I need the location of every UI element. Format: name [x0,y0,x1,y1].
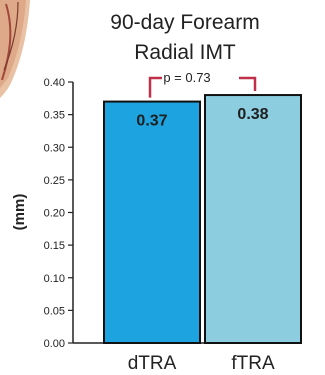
significance-bracket: p = 0.73 [148,70,257,98]
y-tick-label: 0.30 [44,142,65,154]
bracket-right-arm [239,76,257,92]
y-tick-label: 0.10 [44,273,65,285]
x-tick-label: fTRA [231,353,275,374]
bar-fTRA [204,94,302,344]
bar-value-label: 0.38 [237,106,268,123]
y-tick-label: 0.20 [44,208,65,220]
bracket-left-arm [148,76,162,98]
p-value-label: p = 0.73 [163,70,210,85]
y-tick-label: 0.15 [44,240,65,252]
bars [103,94,302,344]
chart-title-line-2: Radial IMT [134,41,236,64]
bar-dTRA [103,100,201,344]
y-tick-label: 0.35 [44,110,65,122]
bar-value-label: 0.37 [136,113,167,130]
y-tick-label: 0.40 [44,77,65,89]
value-labels: 0.37 0.38 [136,106,268,130]
y-axis-label: (mm) [11,194,28,231]
artery-illustration [0,0,30,98]
y-tick-label: 0.05 [44,305,65,317]
y-tick-label: 0.00 [44,338,65,350]
chart-title-line-1: 90-day Forearm [110,11,259,34]
y-tick-label: 0.25 [44,175,65,187]
x-tick-label: dTRA [128,353,177,374]
x-tick-labels: dTRA fTRA [128,353,275,374]
y-ticks: 0.00 0.05 0.10 0.15 0.20 0.25 0.30 0.35 0.40 [44,77,73,350]
